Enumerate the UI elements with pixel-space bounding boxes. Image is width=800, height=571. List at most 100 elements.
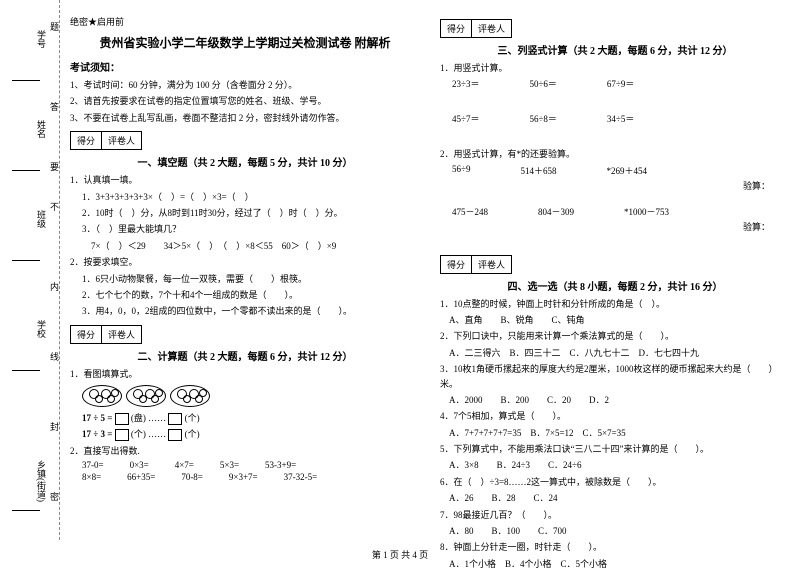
calc-cell: 0×3=	[130, 460, 149, 470]
mc-options: A、直角 B、锐角 C、钝角	[440, 313, 790, 327]
page-content: 绝密★启用前 贵州省实验小学二年级数学上学期过关检测试卷 附解析 考试须知： 1…	[70, 15, 790, 535]
calc-cell: 9×3+7=	[229, 472, 258, 482]
calc-cell: 5×3=	[220, 460, 239, 470]
mc-options: A．3×8 B．24÷3 C．24÷6	[440, 458, 790, 472]
eq-text: (个)	[185, 413, 200, 423]
notice-item: 2、请首先按要求在试卷的指定位置填写您的姓名、班级、学号。	[70, 94, 420, 108]
mc-item: 2．下列口诀中，只能用来计算一个乘法算式的是（ ）。	[440, 329, 790, 343]
eq-text: (个) ……	[131, 429, 166, 439]
calc-cell: 514＋658	[520, 164, 556, 177]
equation: 17 ÷ 5 = (盘) …… (个)	[70, 411, 420, 425]
score-label: 得分	[71, 132, 102, 149]
eq-text: (盘) ……	[131, 413, 166, 423]
calc-row: 8×8= 66+35= 70-8= 9×3+7= 37-32-5=	[82, 472, 420, 482]
binding-label: 学校	[35, 320, 48, 338]
mc-item: 4．7个5相加，算式是（ ）。	[440, 409, 790, 423]
right-column: 得分 评卷人 三、列竖式计算（共 2 大题，每题 6 分，共计 12 分） 1．…	[440, 15, 790, 535]
plate-icon	[126, 385, 166, 407]
exam-title: 贵州省实验小学二年级数学上学期过关检测试卷 附解析	[70, 34, 420, 51]
calc-cell: 70-8=	[181, 472, 203, 482]
question-sub: 7×（ ）＜29 34＞5×（ ） （ ）×8＜55 60＞（ ）×9	[70, 239, 420, 253]
plate-icon	[82, 385, 122, 407]
calc-cell: 56÷9	[452, 164, 470, 177]
question-sub: 3．（ ）里最大能填几？	[70, 222, 420, 236]
calc-cell: 34÷5＝	[607, 112, 634, 125]
page-footer: 第 1 页 共 4 页	[0, 548, 800, 561]
plate-figure	[82, 385, 420, 407]
answer-box[interactable]	[168, 413, 182, 425]
calc-cell: 475－248	[452, 205, 488, 218]
question-sub: 1．6只小动物聚餐，每一位一双筷，需要（ ）根筷。	[70, 272, 420, 286]
score-box: 得分 评卷人	[70, 131, 142, 150]
calc-row: 56÷9 514＋658 *269＋454	[440, 164, 790, 177]
binding-line	[12, 260, 40, 261]
eq-lhs: 17 ÷ 3 =	[82, 429, 112, 439]
question-sub: 2．10时（ ）分，从8时到11时30分，经过了（ ）时（ ）分。	[70, 206, 420, 220]
equation: 17 ÷ 3 = (个) …… (个)	[70, 427, 420, 441]
calc-cell: 66+35=	[127, 472, 155, 482]
mc-options: A．7+7+7+7+7=35 B．7×5=12 C．5×7=35	[440, 426, 790, 440]
binding-line	[12, 170, 40, 171]
notice-heading: 考试须知：	[70, 59, 420, 74]
binding-line	[12, 80, 40, 81]
calc-row: 37-0= 0×3= 4×7= 5×3= 53-3+9=	[82, 460, 420, 470]
answer-box[interactable]	[168, 429, 182, 441]
question-sub: 1．3+3+3+3+3+3×（ ）=（ ）×3=（ ）	[70, 190, 420, 204]
binding-label: 班级	[35, 210, 48, 228]
answer-box[interactable]	[115, 413, 129, 425]
calc-cell: 50÷6＝	[529, 77, 556, 90]
score-box: 得分 评卷人	[440, 19, 512, 38]
mc-options: A．二三得六 B．四三十二 C．八九七十二 D．七七四十九	[440, 346, 790, 360]
question: 1．用竖式计算。	[440, 61, 790, 75]
mc-item: 3．10枚1角硬币摞起来的厚度大约是2厘米，1000枚这样的硬币摞起来大约是（ …	[440, 362, 790, 391]
calc-cell: 4×7=	[175, 460, 194, 470]
calc-row: 45÷7＝ 56÷8＝ 34÷5＝	[440, 112, 790, 125]
left-column: 绝密★启用前 贵州省实验小学二年级数学上学期过关检测试卷 附解析 考试须知： 1…	[70, 15, 420, 535]
mc-options: A．80 B．100 C．700	[440, 524, 790, 538]
question: 2．用竖式计算，有*的还要验算。	[440, 147, 790, 161]
grader-label: 评卷人	[472, 20, 511, 37]
binding-label: 乡镇(街道)	[35, 460, 48, 502]
grader-label: 评卷人	[102, 132, 141, 149]
question: 2．按要求填空。	[70, 255, 420, 269]
calc-row: 475－248 804－309 *1000－753	[440, 205, 790, 218]
calc-cell: 56÷8＝	[529, 112, 556, 125]
seal-char: 内	[50, 280, 59, 293]
question: 1．看图填算式。	[70, 367, 420, 381]
calc-cell: 804－309	[538, 205, 574, 218]
mc-item: 7．98最接近几百？（ ）。	[440, 508, 790, 522]
mc-item: 5．下列算式中，不能用乘法口诀“三八二十四”来计算的是（ ）。	[440, 442, 790, 456]
verify-label: 验算：	[440, 179, 790, 193]
question: 1．认真填一填。	[70, 173, 420, 187]
binding-line	[12, 370, 40, 371]
eq-lhs: 17 ÷ 5 =	[82, 413, 112, 423]
calc-cell: 8×8=	[82, 472, 101, 482]
question-sub: 2．七个七个的数，7个十和4个一组成的数是（ ）。	[70, 288, 420, 302]
mc-item: 6．在（ ）÷3=8……2这一算式中，被除数是（ ）。	[440, 475, 790, 489]
section-4-title: 四、选一选（共 8 小题，每题 2 分，共计 16 分）	[440, 278, 790, 293]
calc-cell: 37-32-5=	[284, 472, 318, 482]
mc-options: A．26 B．28 C．24	[440, 491, 790, 505]
section-1-title: 一、填空题（共 2 大题，每题 5 分，共计 10 分）	[70, 154, 420, 169]
score-label: 得分	[441, 20, 472, 37]
seal-char: 密	[50, 490, 59, 503]
calc-cell: 53-3+9=	[265, 460, 296, 470]
calc-cell: *1000－753	[624, 205, 669, 218]
score-box: 得分 评卷人	[440, 255, 512, 274]
question-sub: 3．用4，0，0，2组成的四位数中，一个零都不读出来的是（ ）。	[70, 304, 420, 318]
mc-item: 1．10点整的时候，钟面上时针和分针所成的角是（ ）。	[440, 297, 790, 311]
plate-icon	[170, 385, 210, 407]
calc-row: 23÷3＝ 50÷6＝ 67÷9＝	[440, 77, 790, 90]
question: 2．直接写出得数.	[70, 444, 420, 458]
score-label: 得分	[71, 326, 102, 343]
notice-item: 1、考试时间：60 分钟，满分为 100 分（含卷面分 2 分）。	[70, 78, 420, 92]
verify-label: 验算：	[440, 220, 790, 234]
binding-line	[12, 510, 40, 511]
calc-cell: *269＋454	[606, 164, 647, 177]
calc-cell: 37-0=	[82, 460, 104, 470]
calc-cell: 23÷3＝	[452, 77, 479, 90]
grader-label: 评卷人	[472, 256, 511, 273]
answer-box[interactable]	[115, 429, 129, 441]
grader-label: 评卷人	[102, 326, 141, 343]
mc-options: A．2000 B．200 C．20 D．2	[440, 393, 790, 407]
